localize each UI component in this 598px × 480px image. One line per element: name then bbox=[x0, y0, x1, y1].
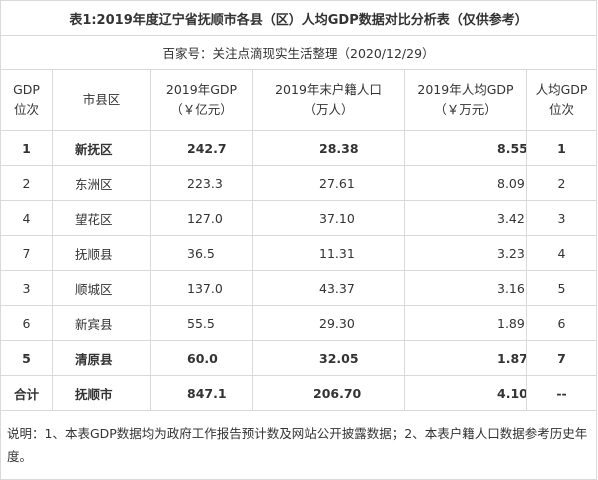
table-note: 说明：1、本表GDP数据均为政府工作报告预计数及网站公开披露数据；2、本表户籍人… bbox=[0, 410, 598, 480]
per-capita-rank-cell: 5 bbox=[525, 270, 598, 306]
per-capita-cell: 3.42 bbox=[404, 200, 527, 236]
per-capita-rank-cell: 7 bbox=[525, 340, 598, 376]
population-cell: 29.30 bbox=[252, 305, 405, 341]
gdp-rank-cell: 5 bbox=[0, 340, 53, 376]
gdp-cell: 60.0 bbox=[150, 340, 253, 376]
header-per-capita-rank: 人均GDP 位次 bbox=[525, 69, 598, 131]
header-gdp-rank: GDP 位次 bbox=[0, 69, 53, 131]
county-cell: 抚顺县 bbox=[52, 235, 151, 271]
gdp-cell: 223.3 bbox=[150, 165, 253, 201]
county-cell: 望花区 bbox=[52, 200, 151, 236]
population-cell: 37.10 bbox=[252, 200, 405, 236]
total-gdp: 847.1 bbox=[150, 375, 253, 411]
gdp-cell: 242.7 bbox=[150, 130, 253, 166]
table-title: 表1:2019年度辽宁省抚顺市各县（区）人均GDP数据对比分析表（仅供参考） bbox=[0, 0, 598, 36]
source-caption: 百家号：关注点滴现实生活整理（2020/12/29） bbox=[0, 35, 598, 70]
total-label: 合计 bbox=[0, 375, 53, 411]
header-county: 市县区 bbox=[52, 69, 151, 131]
total-per-capita: 4.10 bbox=[404, 375, 527, 411]
header-row: GDP 位次 市县区 2019年GDP （￥亿元） 2019年末户籍人口 （万人） 2… bbox=[0, 69, 598, 131]
gdp-rank-cell: 1 bbox=[0, 130, 53, 166]
population-cell: 28.38 bbox=[252, 130, 405, 166]
total-per-capita-rank: -- bbox=[525, 375, 598, 411]
table-title-row: 表1:2019年度辽宁省抚顺市各县（区）人均GDP数据对比分析表（仅供参考） bbox=[0, 0, 598, 36]
table-row: 7 抚顺县 36.5 11.31 3.23 4 bbox=[0, 235, 598, 271]
table-row: 5 清原县 60.0 32.05 1.87 7 bbox=[0, 340, 598, 376]
gdp-cell: 55.5 bbox=[150, 305, 253, 341]
county-cell: 新宾县 bbox=[52, 305, 151, 341]
header-gdp: 2019年GDP （￥亿元） bbox=[150, 69, 253, 131]
per-capita-cell: 8.55 bbox=[404, 130, 527, 166]
header-population: 2019年末户籍人口 （万人） bbox=[252, 69, 405, 131]
per-capita-rank-cell: 3 bbox=[525, 200, 598, 236]
table-row: 3 顺城区 137.0 43.37 3.16 5 bbox=[0, 270, 598, 306]
gdp-cell: 36.5 bbox=[150, 235, 253, 271]
population-cell: 11.31 bbox=[252, 235, 405, 271]
table-row: 4 望花区 127.0 37.10 3.42 3 bbox=[0, 200, 598, 236]
note-row: 说明：1、本表GDP数据均为政府工作报告预计数及网站公开披露数据；2、本表户籍人… bbox=[0, 410, 598, 480]
total-row: 合计 抚顺市 847.1 206.70 4.10 -- bbox=[0, 375, 598, 411]
total-population: 206.70 bbox=[252, 375, 405, 411]
table-row: 1 新抚区 242.7 28.38 8.55 1 bbox=[0, 130, 598, 166]
header-per-capita: 2019年人均GDP （￥万元） bbox=[404, 69, 527, 131]
gdp-cell: 127.0 bbox=[150, 200, 253, 236]
gdp-rank-cell: 3 bbox=[0, 270, 53, 306]
per-capita-rank-cell: 6 bbox=[525, 305, 598, 341]
per-capita-cell: 1.89 bbox=[404, 305, 527, 341]
source-row: 百家号：关注点滴现实生活整理（2020/12/29） bbox=[0, 35, 598, 70]
county-cell: 清原县 bbox=[52, 340, 151, 376]
table-row: 2 东洲区 223.3 27.61 8.09 2 bbox=[0, 165, 598, 201]
gdp-rank-cell: 4 bbox=[0, 200, 53, 236]
population-cell: 43.37 bbox=[252, 270, 405, 306]
per-capita-rank-cell: 4 bbox=[525, 235, 598, 271]
per-capita-cell: 3.16 bbox=[404, 270, 527, 306]
gdp-rank-cell: 6 bbox=[0, 305, 53, 341]
per-capita-rank-cell: 1 bbox=[525, 130, 598, 166]
gdp-cell: 137.0 bbox=[150, 270, 253, 306]
county-cell: 新抚区 bbox=[52, 130, 151, 166]
county-cell: 东洲区 bbox=[52, 165, 151, 201]
per-capita-cell: 8.09 bbox=[404, 165, 527, 201]
per-capita-rank-cell: 2 bbox=[525, 165, 598, 201]
population-cell: 27.61 bbox=[252, 165, 405, 201]
county-cell: 顺城区 bbox=[52, 270, 151, 306]
table-row: 6 新宾县 55.5 29.30 1.89 6 bbox=[0, 305, 598, 341]
gdp-rank-cell: 2 bbox=[0, 165, 53, 201]
gdp-rank-cell: 7 bbox=[0, 235, 53, 271]
per-capita-cell: 3.23 bbox=[404, 235, 527, 271]
population-cell: 32.05 bbox=[252, 340, 405, 376]
total-county: 抚顺市 bbox=[52, 375, 151, 411]
per-capita-cell: 1.87 bbox=[404, 340, 527, 376]
